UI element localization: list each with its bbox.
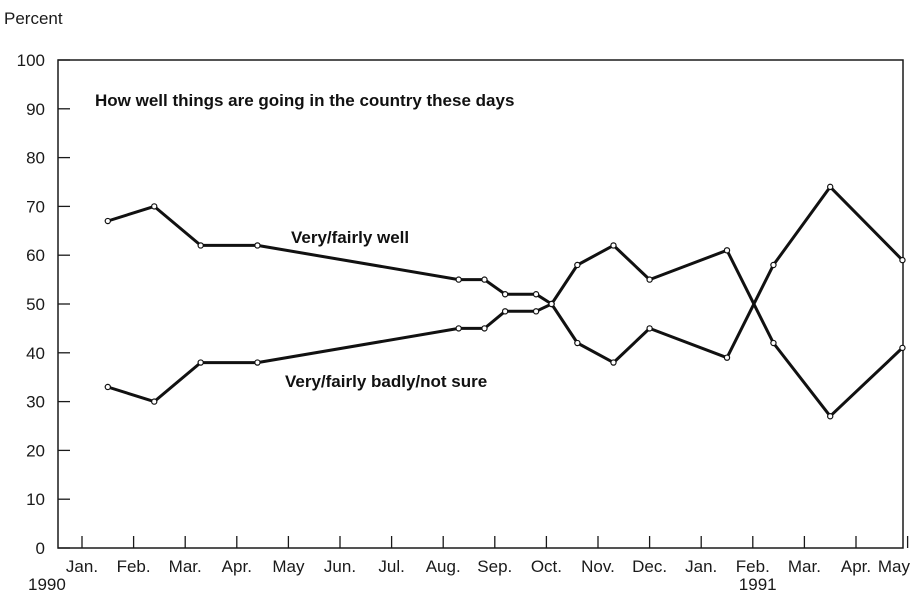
y-tick-label: 50 xyxy=(26,295,45,314)
data-point xyxy=(254,359,261,366)
x-tick-label: Oct. xyxy=(531,557,562,576)
x-tick-label: Jan. xyxy=(685,557,717,576)
series-label-0: Very/fairly well xyxy=(291,228,409,247)
x-tick-label: May xyxy=(878,557,911,576)
x-tick-label: Apr. xyxy=(841,557,871,576)
x-tick-label: Jan. xyxy=(66,557,98,576)
y-tick-label: 90 xyxy=(26,100,45,119)
data-point xyxy=(151,203,158,210)
data-point xyxy=(481,276,488,283)
x-axis: Jan. Feb. Mar. Apr. May Jun. Jul. Aug. Sep. Oct. N… xyxy=(28,536,910,592)
data-point xyxy=(827,413,834,420)
data-point xyxy=(254,242,261,249)
data-point xyxy=(610,359,617,366)
x-year-label: 1990 xyxy=(28,575,66,592)
y-tick-label: 80 xyxy=(26,149,45,168)
data-point xyxy=(899,344,906,352)
y-tick-label: 70 xyxy=(26,197,45,216)
x-tick-label: Mar. xyxy=(169,557,202,576)
data-point xyxy=(455,276,462,283)
data-point xyxy=(723,354,731,361)
data-point xyxy=(104,217,112,225)
data-point xyxy=(827,183,834,191)
y-axis-title: Percent xyxy=(4,9,63,28)
x-tick-label: Nov. xyxy=(581,557,615,576)
y-tick-label: 60 xyxy=(26,246,45,265)
data-point xyxy=(197,359,204,366)
data-point xyxy=(770,261,777,269)
plot-frame xyxy=(57,59,904,549)
data-point xyxy=(532,308,540,315)
data-point xyxy=(574,261,581,269)
data-point xyxy=(481,325,488,332)
y-tick-label: 20 xyxy=(26,441,45,460)
data-point xyxy=(548,300,555,308)
x-tick-label: May xyxy=(272,557,305,576)
data-point xyxy=(899,256,906,264)
data-point xyxy=(770,339,777,347)
data-point xyxy=(501,291,509,298)
series-lines xyxy=(104,183,906,420)
y-tick-label: 100 xyxy=(17,51,45,70)
data-point xyxy=(574,339,581,347)
data-point xyxy=(197,242,204,249)
y-axis: 0 10 20 30 40 50 60 70 80 90 100 xyxy=(17,51,70,558)
y-tick-label: 30 xyxy=(26,393,45,412)
x-tick-label: Jun. xyxy=(324,557,356,576)
x-tick-label: Aug. xyxy=(426,557,461,576)
x-tick-label: Mar. xyxy=(788,557,821,576)
y-tick-label: 0 xyxy=(36,539,45,558)
x-tick-label: Sep. xyxy=(477,557,512,576)
data-point xyxy=(646,325,653,332)
y-tick-label: 40 xyxy=(26,344,45,363)
data-point xyxy=(455,325,462,332)
series-label-1: Very/fairly badly/not sure xyxy=(285,372,487,391)
series-line-1 xyxy=(107,185,904,404)
x-tick-label: Feb. xyxy=(117,557,151,576)
y-tick-label: 10 xyxy=(26,490,45,509)
data-point xyxy=(532,291,540,298)
x-tick-label: Jul. xyxy=(378,557,404,576)
data-point xyxy=(723,247,731,254)
data-point xyxy=(104,383,112,391)
data-point xyxy=(151,398,158,405)
x-tick-label: Dec. xyxy=(632,557,667,576)
series-line-0 xyxy=(107,204,904,418)
data-point xyxy=(610,242,617,249)
x-tick-label: Feb. xyxy=(736,557,770,576)
chart-title: How well things are going in the country… xyxy=(95,91,514,110)
series-labels: Very/fairly well Very/fairly badly/not su… xyxy=(285,228,487,391)
x-year-label: 1991 xyxy=(739,575,777,592)
data-point xyxy=(501,308,509,315)
x-tick-label: Apr. xyxy=(222,557,252,576)
data-point xyxy=(646,276,653,283)
